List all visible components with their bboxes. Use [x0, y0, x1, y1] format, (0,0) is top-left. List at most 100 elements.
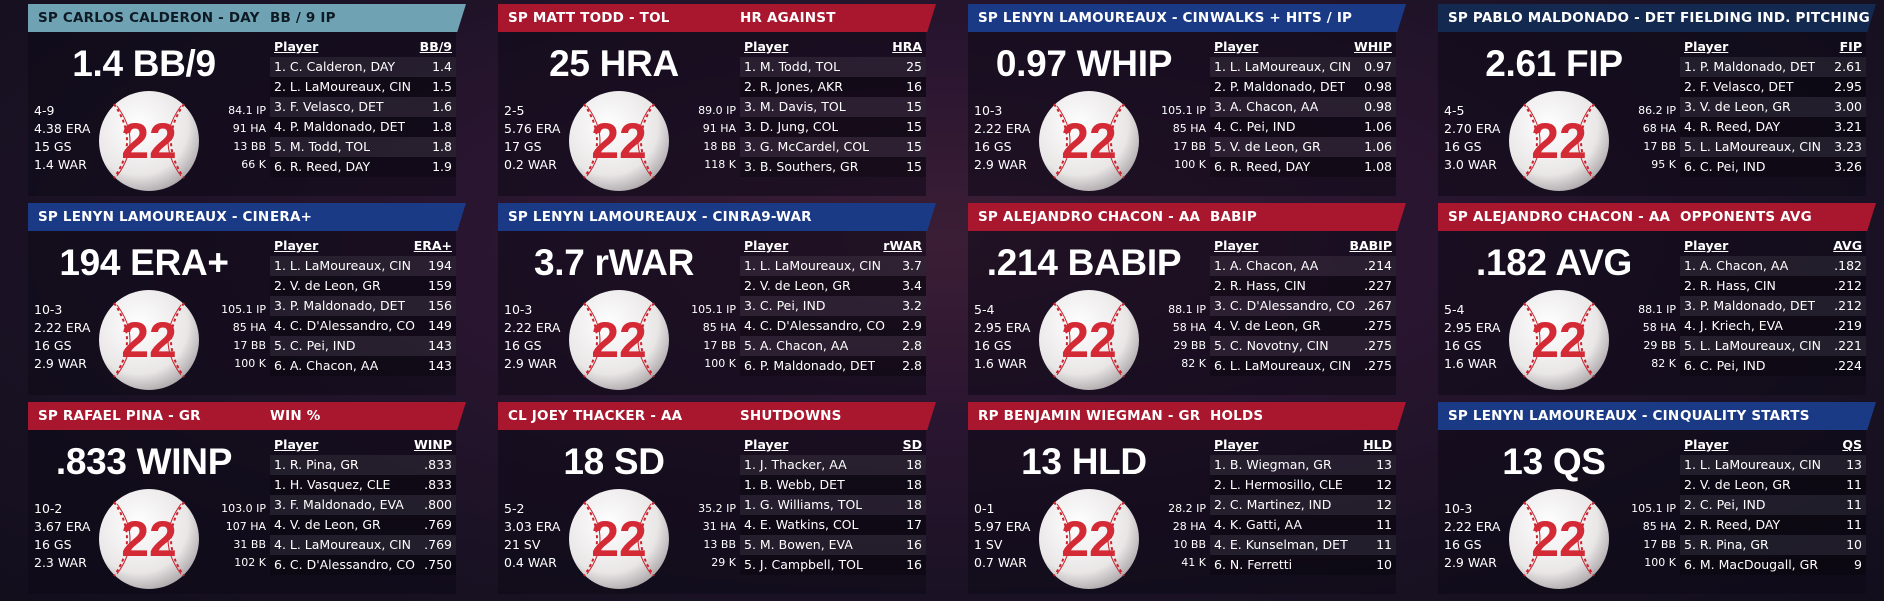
table-row[interactable]: 2. L. LaMoureaux, CIN 1.5 [270, 77, 456, 97]
col-stat-header[interactable]: HRA [892, 39, 922, 54]
col-stat-header[interactable]: SD [902, 437, 922, 452]
table-row[interactable]: 6. A. Chacon, AA 143 [270, 356, 456, 376]
table-row[interactable]: 4. C. D'Alessandro, CO 2.9 [740, 316, 926, 336]
table-row[interactable]: 2. C. Martinez, IND 12 [1210, 495, 1396, 515]
table-row[interactable]: 2. V. de Leon, GR 11 [1680, 475, 1866, 495]
table-row[interactable]: 1. L. LaMoureaux, CIN 13 [1680, 455, 1866, 475]
table-row[interactable]: 6. C. Pei, IND 3.26 [1680, 157, 1866, 177]
table-row[interactable]: 3. B. Southers, GR 15 [740, 157, 926, 177]
player-title[interactable]: RP BENJAMIN WIEGMAN - GR [978, 408, 1201, 424]
table-row[interactable]: 2. P. Maldonado, DET 0.98 [1210, 77, 1396, 97]
table-row[interactable]: 3. D. Jung, COL 15 [740, 117, 926, 137]
player-title[interactable]: SP LENYN LAMOUREAUX - CIN [38, 209, 270, 225]
table-row[interactable]: 5. R. Pina, GR 10 [1680, 535, 1866, 555]
table-row[interactable]: 2. R. Reed, DAY 11 [1680, 515, 1866, 535]
player-title[interactable]: SP PABLO MALDONADO - DET [1448, 10, 1676, 26]
table-row[interactable]: 6. L. LaMoureaux, CIN .275 [1210, 356, 1396, 376]
player-title[interactable]: SP LENYN LAMOUREAUX - CIN [978, 10, 1210, 26]
col-player-header[interactable]: Player [744, 437, 789, 452]
col-stat-header[interactable]: BB/9 [419, 39, 452, 54]
table-row[interactable]: 6. M. MacDougall, GR 9 [1680, 555, 1866, 575]
table-row[interactable]: 5. J. Campbell, TOL 16 [740, 555, 926, 575]
table-row[interactable]: 1. G. Williams, TOL 18 [740, 495, 926, 515]
table-row[interactable]: 3. P. Maldonado, DET 156 [270, 296, 456, 316]
table-row[interactable]: 1. H. Vasquez, CLE .833 [270, 475, 456, 495]
col-player-header[interactable]: Player [1684, 238, 1729, 253]
col-stat-header[interactable]: WHIP [1353, 39, 1392, 54]
col-stat-header[interactable]: rWAR [883, 238, 922, 253]
table-row[interactable]: 1. J. Thacker, AA 18 [740, 455, 926, 475]
table-row[interactable]: 2. F. Velasco, DET 2.95 [1680, 77, 1866, 97]
player-title[interactable]: SP ALEJANDRO CHACON - AA [978, 209, 1201, 225]
table-row[interactable]: 6. C. Pei, IND .224 [1680, 356, 1866, 376]
table-row[interactable]: 4. J. Kriech, EVA .219 [1680, 316, 1866, 336]
table-row[interactable]: 5. M. Todd, TOL 1.8 [270, 137, 456, 157]
table-row[interactable]: 5. V. de Leon, GR 1.06 [1210, 137, 1396, 157]
table-row[interactable]: 4. P. Maldonado, DET 1.8 [270, 117, 456, 137]
player-title[interactable]: SP LENYN LAMOUREAUX - CIN [1448, 408, 1680, 424]
table-row[interactable]: 2. L. Hermosillo, CLE 12 [1210, 475, 1396, 495]
table-row[interactable]: 6. N. Ferretti 10 [1210, 555, 1396, 575]
table-row[interactable]: 1. L. LaMoureaux, CIN 0.97 [1210, 57, 1396, 77]
col-stat-header[interactable]: ERA+ [413, 238, 452, 253]
player-title[interactable]: CL JOEY THACKER - AA [508, 408, 683, 424]
table-row[interactable]: 6. C. D'Alessandro, CO .750 [270, 555, 456, 575]
table-row[interactable]: 1. L. LaMoureaux, CIN 3.7 [740, 256, 926, 276]
col-stat-header[interactable]: HLD [1363, 437, 1392, 452]
table-row[interactable]: 3. P. Maldonado, DET .212 [1680, 296, 1866, 316]
col-stat-header[interactable]: AVG [1833, 238, 1862, 253]
table-row[interactable]: 4. L. LaMoureaux, CIN .769 [270, 535, 456, 555]
table-row[interactable]: 1. L. LaMoureaux, CIN 194 [270, 256, 456, 276]
col-player-header[interactable]: Player [1684, 39, 1729, 54]
table-row[interactable]: 3. V. de Leon, GR 3.00 [1680, 97, 1866, 117]
table-row[interactable]: 1. B. Wiegman, GR 13 [1210, 455, 1396, 475]
col-stat-header[interactable]: BABIP [1349, 238, 1392, 253]
table-row[interactable]: 3. C. Pei, IND 3.2 [740, 296, 926, 316]
table-row[interactable]: 4. C. Pei, IND 1.06 [1210, 117, 1396, 137]
col-stat-header[interactable]: WINP [413, 437, 452, 452]
player-title[interactable]: SP MATT TODD - TOL [508, 10, 670, 26]
table-row[interactable]: 4. R. Reed, DAY 3.21 [1680, 117, 1866, 137]
table-row[interactable]: 3. F. Maldonado, EVA .800 [270, 495, 456, 515]
table-row[interactable]: 4. E. Kunselman, DET 11 [1210, 535, 1396, 555]
col-player-header[interactable]: Player [744, 39, 789, 54]
table-row[interactable]: 5. C. Novotny, CIN .275 [1210, 336, 1396, 356]
table-row[interactable]: 5. C. Pei, IND 143 [270, 336, 456, 356]
table-row[interactable]: 1. B. Webb, DET 18 [740, 475, 926, 495]
table-row[interactable]: 3. A. Chacon, AA 0.98 [1210, 97, 1396, 117]
table-row[interactable]: 1. P. Maldonado, DET 2.61 [1680, 57, 1866, 77]
player-title[interactable]: SP ALEJANDRO CHACON - AA [1448, 209, 1671, 225]
table-row[interactable]: 4. K. Gatti, AA 11 [1210, 515, 1396, 535]
table-row[interactable]: 3. C. D'Alessandro, CO .267 [1210, 296, 1396, 316]
table-row[interactable]: 6. P. Maldonado, DET 2.8 [740, 356, 926, 376]
col-player-header[interactable]: Player [274, 39, 319, 54]
table-row[interactable]: 4. V. de Leon, GR .769 [270, 515, 456, 535]
table-row[interactable]: 6. R. Reed, DAY 1.9 [270, 157, 456, 177]
table-row[interactable]: 4. E. Watkins, COL 17 [740, 515, 926, 535]
col-player-header[interactable]: Player [274, 238, 319, 253]
table-row[interactable]: 5. A. Chacon, AA 2.8 [740, 336, 926, 356]
col-player-header[interactable]: Player [744, 238, 789, 253]
player-title[interactable]: SP LENYN LAMOUREAUX - CIN [508, 209, 740, 225]
table-row[interactable]: 2. R. Hass, CIN .227 [1210, 276, 1396, 296]
table-row[interactable]: 6. R. Reed, DAY 1.08 [1210, 157, 1396, 177]
table-row[interactable]: 3. G. McCardel, COL 15 [740, 137, 926, 157]
table-row[interactable]: 2. C. Pei, IND 11 [1680, 495, 1866, 515]
col-player-header[interactable]: Player [1214, 437, 1259, 452]
table-row[interactable]: 2. R. Jones, AKR 16 [740, 77, 926, 97]
col-stat-header[interactable]: QS [1842, 437, 1862, 452]
table-row[interactable]: 5. L. LaMoureaux, CIN 3.23 [1680, 137, 1866, 157]
table-row[interactable]: 2. R. Hass, CIN .212 [1680, 276, 1866, 296]
table-row[interactable]: 3. F. Velasco, DET 1.6 [270, 97, 456, 117]
table-row[interactable]: 1. A. Chacon, AA .182 [1680, 256, 1866, 276]
table-row[interactable]: 5. M. Bowen, EVA 16 [740, 535, 926, 555]
player-title[interactable]: SP CARLOS CALDERON - DAY [38, 10, 260, 26]
col-player-header[interactable]: Player [274, 437, 319, 452]
col-player-header[interactable]: Player [1214, 238, 1259, 253]
table-row[interactable]: 1. M. Todd, TOL 25 [740, 57, 926, 77]
table-row[interactable]: 3. M. Davis, TOL 15 [740, 97, 926, 117]
table-row[interactable]: 5. L. LaMoureaux, CIN .221 [1680, 336, 1866, 356]
table-row[interactable]: 1. C. Calderon, DAY 1.4 [270, 57, 456, 77]
table-row[interactable]: 1. R. Pina, GR .833 [270, 455, 456, 475]
table-row[interactable]: 2. V. de Leon, GR 159 [270, 276, 456, 296]
